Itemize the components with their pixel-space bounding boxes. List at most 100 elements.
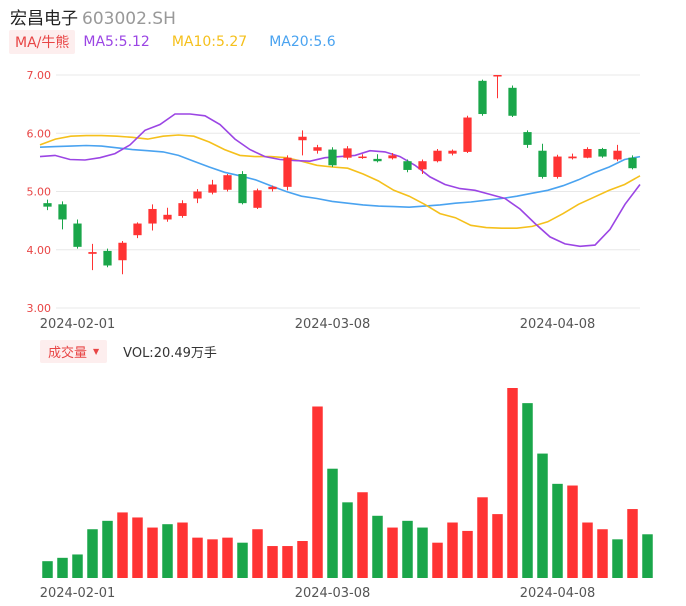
candle-body bbox=[118, 242, 127, 261]
volume-bar bbox=[252, 529, 263, 578]
candle-body bbox=[508, 87, 517, 116]
volume-bar bbox=[627, 509, 638, 578]
volume-bar bbox=[477, 497, 488, 578]
volume-bar bbox=[192, 537, 203, 578]
y-tick-label: 6.00 bbox=[27, 127, 52, 140]
y-tick-label: 3.00 bbox=[27, 302, 52, 315]
volume-bar bbox=[462, 530, 473, 578]
volume-legend: 成交量 ▼ VOL:20.49万手 bbox=[40, 339, 217, 363]
x-tick-label: 2024-04-08 bbox=[520, 317, 596, 332]
candle-body bbox=[58, 204, 67, 220]
volume-bar bbox=[87, 529, 98, 578]
volume-bar bbox=[567, 485, 578, 578]
candle-body bbox=[553, 156, 562, 177]
x-tick-label: 2024-02-01 bbox=[40, 317, 116, 332]
candle-body bbox=[193, 191, 202, 199]
candle-body bbox=[358, 156, 367, 159]
candle-body bbox=[43, 203, 52, 207]
volume-bar bbox=[282, 546, 293, 578]
candle-body bbox=[88, 252, 97, 254]
volume-bar bbox=[357, 492, 368, 578]
stock-title: 宏昌电子 603002.SH bbox=[10, 4, 176, 29]
candle-body bbox=[208, 184, 217, 193]
candle-body bbox=[343, 148, 352, 158]
volume-bar bbox=[417, 527, 428, 578]
candle-body bbox=[598, 148, 607, 157]
volume-bar bbox=[432, 542, 443, 578]
candle-body bbox=[283, 157, 292, 187]
volume-bar bbox=[42, 561, 53, 578]
volume-bar bbox=[537, 453, 548, 578]
ma5-label: MA5:5.12 bbox=[83, 34, 150, 50]
candle-body bbox=[523, 132, 532, 145]
y-tick-label: 4.00 bbox=[27, 244, 52, 257]
stock-code: 603002.SH bbox=[82, 9, 176, 29]
candle-body bbox=[73, 223, 82, 247]
volume-bar bbox=[132, 517, 143, 578]
candle-body bbox=[163, 214, 172, 220]
candle-body bbox=[538, 150, 547, 177]
volume-bar bbox=[387, 527, 398, 578]
candle-body bbox=[403, 161, 412, 170]
candle-body bbox=[328, 149, 337, 166]
candle-body bbox=[238, 174, 247, 204]
volume-bar bbox=[267, 546, 278, 578]
volume-value: VOL:20.49万手 bbox=[123, 345, 217, 361]
volume-bar bbox=[447, 522, 458, 578]
volume-bar bbox=[582, 522, 593, 578]
x-tick-label: 2024-03-08 bbox=[295, 317, 371, 332]
ma10-label: MA10:5.27 bbox=[171, 34, 248, 50]
stock-name: 宏昌电子 bbox=[10, 9, 78, 29]
volume-bar bbox=[207, 539, 218, 578]
volume-bar bbox=[102, 520, 113, 578]
volume-x-tick-label: 2024-03-08 bbox=[295, 586, 371, 601]
volume-bar bbox=[147, 527, 158, 578]
volume-bar bbox=[162, 524, 173, 578]
candle-body bbox=[448, 150, 457, 154]
candle-body bbox=[568, 156, 577, 159]
volume-bar bbox=[312, 406, 323, 578]
candle-body bbox=[298, 136, 307, 141]
volume-bar bbox=[522, 403, 533, 578]
volume-bar bbox=[552, 483, 563, 578]
candle-body bbox=[223, 175, 232, 190]
candle-body bbox=[628, 157, 637, 169]
candle-body bbox=[313, 147, 322, 151]
volume-bar bbox=[327, 468, 338, 578]
candle-body bbox=[478, 80, 487, 115]
candle-body bbox=[373, 158, 382, 162]
volume-bar bbox=[642, 534, 653, 578]
volume-bar bbox=[612, 539, 623, 578]
candle-body bbox=[433, 150, 442, 162]
volume-bar bbox=[237, 542, 248, 578]
candle-body bbox=[103, 250, 112, 266]
ma20-line bbox=[39, 144, 641, 209]
volume-tag-label: 成交量 bbox=[48, 345, 88, 361]
volume-x-tick-label: 2024-04-08 bbox=[520, 586, 596, 601]
volume-bar bbox=[492, 514, 503, 578]
ma10-line bbox=[39, 134, 641, 229]
volume-bar bbox=[222, 537, 233, 578]
y-tick-label: 7.00 bbox=[27, 69, 52, 82]
volume-bar bbox=[342, 502, 353, 578]
candle-body bbox=[418, 161, 427, 170]
volume-bar bbox=[72, 554, 83, 578]
candle-body bbox=[268, 186, 277, 190]
candle-body bbox=[253, 190, 262, 208]
ma5-line bbox=[39, 113, 641, 248]
candle-body bbox=[493, 75, 502, 77]
candle-body bbox=[463, 117, 472, 152]
volume-bar bbox=[507, 388, 518, 578]
volume-bar bbox=[297, 541, 308, 578]
volume-bar bbox=[402, 520, 413, 578]
candle-body bbox=[583, 148, 592, 158]
volume-bar bbox=[597, 529, 608, 578]
candle-body bbox=[133, 223, 142, 236]
volume-bar bbox=[177, 522, 188, 578]
volume-indicator-selector[interactable]: 成交量 ▼ bbox=[40, 339, 108, 363]
y-tick-label: 5.00 bbox=[27, 186, 52, 199]
candle-body bbox=[388, 155, 397, 159]
ma-indicator-selector[interactable]: MA/牛熊 bbox=[9, 30, 76, 54]
volume-bar bbox=[57, 557, 68, 578]
